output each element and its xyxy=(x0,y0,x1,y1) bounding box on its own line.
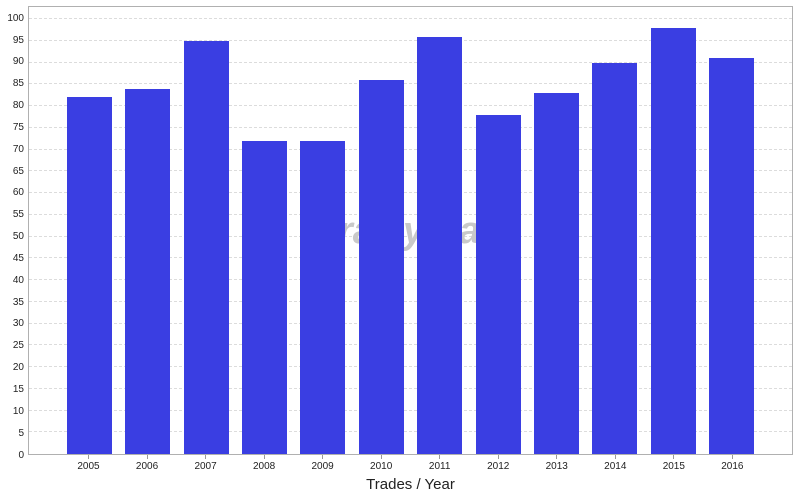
bar-2010[interactable] xyxy=(358,80,404,454)
y-axis-label-90: 90 xyxy=(12,56,24,68)
x-axis-tick-2005 xyxy=(88,455,89,459)
gridline-70 xyxy=(29,148,792,150)
y-axis-label-25: 25 xyxy=(12,340,24,352)
gridline-45 xyxy=(29,257,792,259)
y-axis-label-95: 95 xyxy=(12,34,24,46)
x-axis-cell-2010: 2010 xyxy=(359,455,404,472)
x-axis-label-2006: 2006 xyxy=(135,461,159,472)
y-axis-label-65: 65 xyxy=(12,165,24,177)
gridline-80 xyxy=(29,105,792,107)
gridline-40 xyxy=(29,279,792,281)
y-axis-label-5: 5 xyxy=(18,427,24,439)
y-axis-label-10: 10 xyxy=(12,405,24,417)
x-axis-cell-2016: 2016 xyxy=(710,455,755,472)
x-axis-label-2016: 2016 xyxy=(721,461,744,472)
x-axis-label-2009: 2009 xyxy=(311,461,334,472)
gridline-35 xyxy=(29,300,792,302)
bar-2011[interactable] xyxy=(417,36,463,454)
y-axis-label-15: 15 xyxy=(12,383,24,395)
x-axis-tick-2006 xyxy=(146,455,148,459)
x-axis-tick-2013 xyxy=(556,455,558,459)
x-axis-cell-2008: 2008 xyxy=(242,455,287,472)
bar-2016[interactable] xyxy=(708,58,754,454)
x-axis-tick-2007 xyxy=(205,455,207,459)
x-axis-tick-2015 xyxy=(673,455,675,459)
y-axis-label-70: 70 xyxy=(12,143,24,155)
y-axis-label-50: 50 xyxy=(12,231,24,243)
x-axis-label-2008: 2008 xyxy=(252,461,276,472)
x-axis-label-2005: 2005 xyxy=(77,461,100,472)
gridline-65 xyxy=(29,170,792,172)
gridline-85 xyxy=(29,83,792,85)
x-axis-tick-2012 xyxy=(497,455,499,459)
x-axis-label-2013: 2013 xyxy=(545,461,568,472)
x-axis-tick-2014 xyxy=(614,455,616,459)
gridline-100 xyxy=(29,18,792,20)
plot-area: ra y a xyxy=(28,6,793,455)
x-axis-label-2007: 2007 xyxy=(194,461,217,472)
bar-2012[interactable] xyxy=(475,114,521,454)
y-axis-label-80: 80 xyxy=(12,100,24,112)
y-axis-label-40: 40 xyxy=(12,274,24,286)
x-axis-tick-2008 xyxy=(263,455,265,459)
bars-layer xyxy=(29,7,792,454)
gridline-55 xyxy=(29,213,792,215)
x-axis-tick-2016 xyxy=(731,455,733,459)
x-axis-cell-2006: 2006 xyxy=(125,455,170,472)
gridline-60 xyxy=(29,192,792,194)
gridline-10 xyxy=(29,409,792,411)
y-axis-label-55: 55 xyxy=(12,209,24,221)
x-axis-cell-2014: 2014 xyxy=(593,455,638,472)
gridline-95 xyxy=(29,39,792,41)
x-axis-label-2012: 2012 xyxy=(487,461,510,472)
x-axis-cell-2013: 2013 xyxy=(534,455,579,472)
bar-2013[interactable] xyxy=(533,93,579,454)
x-axis-title: Trades / Year xyxy=(366,476,455,493)
bar-2009[interactable] xyxy=(300,140,346,454)
y-axis-label-0: 0 xyxy=(18,449,24,461)
watermark-fragment-2: a xyxy=(459,210,481,252)
bar-2008[interactable] xyxy=(242,140,288,454)
x-axis-cell-2009: 2009 xyxy=(300,455,345,472)
gridline-50 xyxy=(29,235,792,237)
x-axis-tick-2011 xyxy=(439,455,441,459)
y-axis-label-85: 85 xyxy=(12,78,24,90)
y-axis-label-60: 60 xyxy=(12,187,24,199)
y-axis-label-75: 75 xyxy=(12,121,24,133)
bar-2005[interactable] xyxy=(67,97,112,454)
gridline-20 xyxy=(29,366,792,368)
gridline-90 xyxy=(29,61,792,63)
x-axis-label-2011: 2011 xyxy=(428,461,451,472)
gridline-5 xyxy=(29,431,792,433)
x-axis-label-2014: 2014 xyxy=(604,461,627,472)
x-axis-cell-2012: 2012 xyxy=(476,455,521,472)
x-axis-cell-2015: 2015 xyxy=(651,455,696,472)
y-axis-label-30: 30 xyxy=(12,318,24,330)
x-axis-labels: 2005 2006 2007 2008 2009 2010 2011 2012 2013 2014… xyxy=(28,455,793,472)
x-axis-cell-2005: 2005 xyxy=(66,455,111,472)
y-axis-label-100: 100 xyxy=(7,12,24,24)
x-axis-tick-2009 xyxy=(322,455,324,459)
gridline-25 xyxy=(29,344,792,346)
y-axis-label-35: 35 xyxy=(12,296,24,308)
y-axis-label-20: 20 xyxy=(12,362,24,374)
gridline-75 xyxy=(29,126,792,128)
x-axis-tick-2010 xyxy=(380,455,382,459)
gridline-30 xyxy=(29,322,792,324)
gridline-15 xyxy=(29,387,792,389)
x-axis-label-2010: 2010 xyxy=(370,461,393,472)
x-axis-label-2015: 2015 xyxy=(662,461,685,472)
bar-2015[interactable] xyxy=(650,27,696,454)
y-axis-label-45: 45 xyxy=(12,252,24,264)
bar-2014[interactable] xyxy=(592,62,638,454)
bar-2006[interactable] xyxy=(125,88,171,454)
x-axis-cell-2011: 2011 xyxy=(417,455,462,472)
bar-2007[interactable] xyxy=(183,40,229,454)
x-axis-cell-2007: 2007 xyxy=(183,455,228,472)
